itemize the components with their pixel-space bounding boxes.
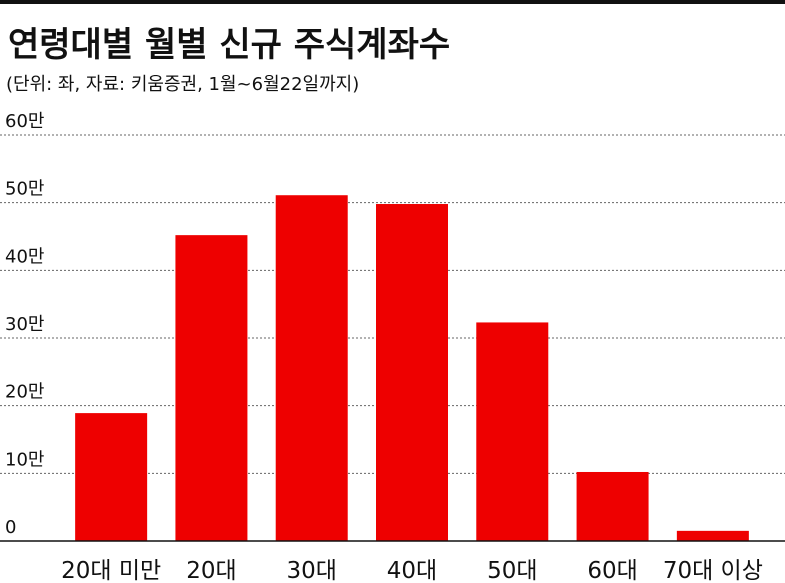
x-tick-label: 70대 이상: [663, 558, 763, 583]
y-tick-label: 0: [5, 517, 16, 538]
bar: [676, 530, 749, 541]
bar: [576, 471, 649, 541]
y-tick-label: 40만: [5, 246, 44, 267]
bar: [376, 204, 448, 541]
y-tick-label: 20만: [5, 382, 44, 403]
bar: [476, 322, 549, 541]
x-tick-label: 20대 미만: [61, 558, 161, 583]
bar: [275, 195, 348, 541]
bar: [175, 235, 248, 541]
y-tick-label: 10만: [5, 449, 44, 470]
x-tick-label: 60대: [587, 558, 637, 583]
top-rule: [0, 0, 785, 4]
bar: [75, 413, 148, 541]
chart-subtitle: (단위: 좌, 자료: 키움증권, 1월~6월22일까지): [6, 74, 359, 95]
y-tick-label: 30만: [5, 314, 44, 335]
x-tick-label: 20대: [186, 558, 236, 583]
x-tick-label: 40대: [387, 558, 437, 583]
x-tick-label: 30대: [286, 558, 336, 583]
y-tick-label: 50만: [5, 179, 44, 200]
y-tick-label: 60만: [5, 111, 44, 132]
chart-title: 연령대별 월별 신규 주식계좌수: [8, 25, 450, 65]
x-tick-label: 50대: [487, 558, 537, 583]
